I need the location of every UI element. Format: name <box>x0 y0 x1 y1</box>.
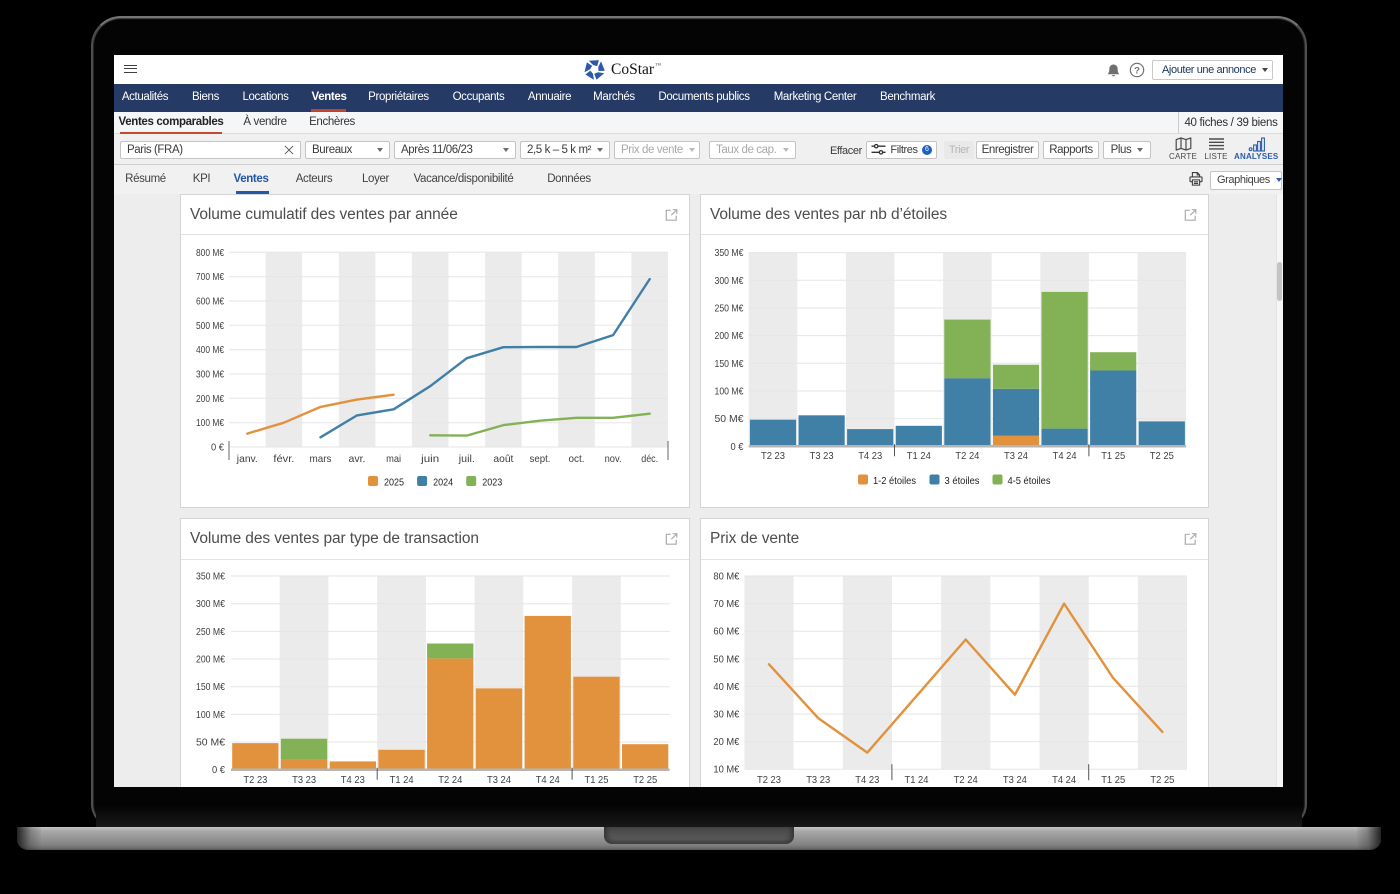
svg-text:50 M€: 50 M€ <box>715 413 744 425</box>
svg-text:déc.: déc. <box>641 453 658 465</box>
svg-text:nov.: nov. <box>605 453 622 465</box>
svg-text:T3 24: T3 24 <box>1004 450 1028 462</box>
svg-text:janv.: janv. <box>236 453 258 465</box>
svg-text:T2 25: T2 25 <box>1150 450 1174 462</box>
svg-text:20 M€: 20 M€ <box>713 736 739 748</box>
svg-text:T3 23: T3 23 <box>292 774 316 786</box>
svg-text:10 M€: 10 M€ <box>713 764 739 776</box>
svg-text:300 M€: 300 M€ <box>196 369 224 381</box>
svg-text:T2 23: T2 23 <box>243 774 267 786</box>
svg-text:févr.: févr. <box>273 453 294 465</box>
svg-text:300 M€: 300 M€ <box>196 598 225 610</box>
svg-text:T3 24: T3 24 <box>1003 774 1027 786</box>
svg-text:T1 24: T1 24 <box>907 450 931 462</box>
svg-text:juil.: juil. <box>458 453 475 465</box>
svg-text:T3 23: T3 23 <box>806 774 830 786</box>
svg-text:T2 25: T2 25 <box>633 774 657 786</box>
svg-text:70 M€: 70 M€ <box>713 598 739 610</box>
svg-text:T1 24: T1 24 <box>390 774 414 786</box>
svg-text:0 €: 0 € <box>731 441 744 453</box>
svg-text:?: ? <box>1134 65 1140 76</box>
svg-text:200 M€: 200 M€ <box>715 330 744 342</box>
svg-text:T4 24: T4 24 <box>1053 450 1077 462</box>
svg-text:150 M€: 150 M€ <box>196 681 225 693</box>
svg-text:T2 23: T2 23 <box>761 450 785 462</box>
svg-text:T4 24: T4 24 <box>1052 774 1076 786</box>
svg-text:300 M€: 300 M€ <box>715 275 744 287</box>
svg-text:2023: 2023 <box>482 477 502 489</box>
svg-text:600 M€: 600 M€ <box>196 296 224 308</box>
svg-text:50 M€: 50 M€ <box>196 737 225 749</box>
svg-text:T1 25: T1 25 <box>585 774 609 786</box>
svg-text:T1 25: T1 25 <box>1101 450 1125 462</box>
svg-text:500 M€: 500 M€ <box>196 320 224 332</box>
svg-text:800 M€: 800 M€ <box>196 247 224 259</box>
svg-text:sept.: sept. <box>530 453 551 465</box>
svg-text:T2 24: T2 24 <box>955 450 979 462</box>
svg-text:T2 24: T2 24 <box>954 774 978 786</box>
svg-text:3 étoiles: 3 étoiles <box>945 475 980 487</box>
svg-text:350 M€: 350 M€ <box>715 247 744 259</box>
svg-text:30 M€: 30 M€ <box>713 709 739 721</box>
svg-text:350 M€: 350 M€ <box>196 571 225 583</box>
svg-text:juin: juin <box>420 453 439 465</box>
svg-text:50 M€: 50 M€ <box>713 653 739 665</box>
svg-text:100 M€: 100 M€ <box>715 386 744 398</box>
svg-text:2025: 2025 <box>384 477 404 489</box>
svg-text:250 M€: 250 M€ <box>715 303 744 315</box>
svg-text:T4 23: T4 23 <box>341 774 365 786</box>
svg-text:250 M€: 250 M€ <box>196 626 225 638</box>
svg-text:200 M€: 200 M€ <box>196 654 225 666</box>
svg-text:4-5 étoiles: 4-5 étoiles <box>1008 475 1051 487</box>
svg-text:0 €: 0 € <box>211 442 224 454</box>
svg-text:T4 23: T4 23 <box>858 450 882 462</box>
svg-text:avr.: avr. <box>349 453 366 465</box>
svg-text:40 M€: 40 M€ <box>713 681 739 693</box>
svg-text:T1 25: T1 25 <box>1101 774 1125 786</box>
svg-text:150 M€: 150 M€ <box>715 358 744 370</box>
svg-text:0 €: 0 € <box>212 764 225 776</box>
svg-text:2024: 2024 <box>433 477 453 489</box>
svg-text:août: août <box>493 453 513 465</box>
svg-text:T3 23: T3 23 <box>810 450 834 462</box>
svg-text:mai: mai <box>386 453 401 465</box>
svg-text:80 M€: 80 M€ <box>713 571 739 583</box>
svg-text:100 M€: 100 M€ <box>196 417 224 429</box>
svg-text:T2 23: T2 23 <box>757 774 781 786</box>
svg-text:T4 24: T4 24 <box>536 774 560 786</box>
svg-text:700 M€: 700 M€ <box>196 271 224 283</box>
svg-text:200 M€: 200 M€ <box>196 393 224 405</box>
svg-text:oct.: oct. <box>569 453 585 465</box>
svg-text:T1 24: T1 24 <box>905 774 929 786</box>
svg-text:T2 24: T2 24 <box>438 774 462 786</box>
svg-text:T2 25: T2 25 <box>1150 774 1174 786</box>
svg-text:400 M€: 400 M€ <box>196 344 224 356</box>
svg-text:T3 24: T3 24 <box>487 774 511 786</box>
svg-text:mars: mars <box>310 453 332 465</box>
svg-text:1-2 étoiles: 1-2 étoiles <box>873 475 916 487</box>
svg-text:100 M€: 100 M€ <box>196 709 225 721</box>
svg-text:T4 23: T4 23 <box>855 774 879 786</box>
svg-text:60 M€: 60 M€ <box>713 626 739 638</box>
